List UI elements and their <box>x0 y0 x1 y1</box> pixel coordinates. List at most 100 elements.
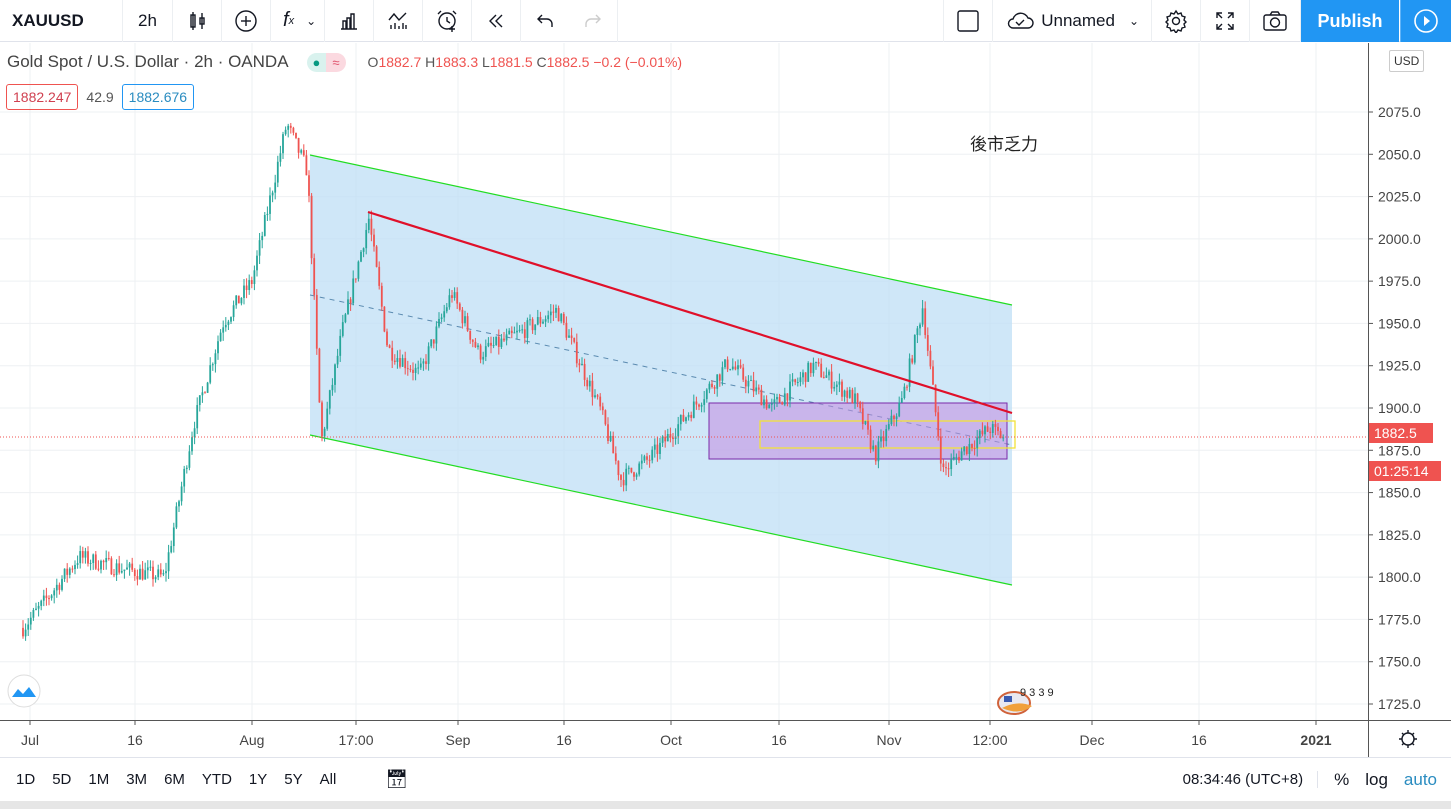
candle <box>552 311 555 313</box>
candle <box>113 574 115 576</box>
symbol-title[interactable]: Gold Spot / U.S. Dollar · 2h · OANDA <box>7 52 289 71</box>
candle <box>490 342 492 346</box>
camera-icon[interactable] <box>1250 0 1301 42</box>
market-status-badge[interactable]: ● ≈ <box>306 52 346 72</box>
range-3m[interactable]: 3M <box>126 771 148 788</box>
time-tick-label: 2021 <box>1300 732 1331 748</box>
candle <box>807 362 810 382</box>
candle <box>302 150 305 156</box>
add-compare-icon[interactable] <box>222 0 271 42</box>
goto-date-icon[interactable]: 📅︎ <box>385 769 409 789</box>
timezone-clock[interactable]: 08:34:46 (UTC+8) <box>1175 771 1319 788</box>
candle <box>159 569 162 575</box>
range-5y[interactable]: 5Y <box>284 771 303 788</box>
price-tick-label: 1800.0 <box>1378 569 1421 585</box>
range-5d[interactable]: 5D <box>52 771 72 788</box>
currency-label[interactable]: USD <box>1389 50 1425 72</box>
candle <box>776 397 778 400</box>
channel-upper-line[interactable] <box>309 154 1013 306</box>
chevron-down-icon[interactable]: ⌄ <box>298 0 326 42</box>
candle <box>898 402 901 417</box>
candle <box>536 317 539 325</box>
candle <box>861 408 864 424</box>
sell-price-button[interactable]: 1882.247 <box>6 84 79 110</box>
candle <box>573 338 576 342</box>
replay-icon[interactable] <box>472 0 522 42</box>
watermark-logo: 9 3 3 9 <box>997 687 1054 715</box>
candle <box>708 383 711 390</box>
interval-button[interactable]: 2h <box>123 0 173 42</box>
templates-icon[interactable] <box>374 0 424 42</box>
candle <box>391 347 394 361</box>
candle <box>328 390 331 409</box>
candle <box>313 258 316 295</box>
range-all[interactable]: All <box>319 771 337 788</box>
layout-square-icon[interactable] <box>943 0 994 42</box>
candle <box>261 235 264 241</box>
publish-button[interactable]: Publish <box>1301 0 1399 42</box>
candle <box>958 456 960 461</box>
range-1d[interactable]: 1D <box>16 771 36 788</box>
candle <box>284 129 287 135</box>
price-chart[interactable]: 後市乏力 9 3 3 9 2075.0 2050.0 2025.0 2000.0 197… <box>0 43 1451 757</box>
candle <box>986 426 989 432</box>
price-axis[interactable]: 2075.0 2050.0 2025.0 2000.0 1975.0 1950.0 1925… <box>1368 104 1421 712</box>
symbol-search[interactable]: XAUUSD <box>0 0 123 42</box>
auto-toggle[interactable]: auto <box>1403 769 1437 789</box>
rectangle-purple[interactable] <box>708 402 1008 460</box>
candle <box>84 551 87 558</box>
time-tick-label: 17:00 <box>338 732 373 748</box>
chart-annotation[interactable]: 後市乏力 <box>970 135 1038 154</box>
candle <box>583 363 586 380</box>
alert-icon[interactable] <box>423 0 473 42</box>
range-1y[interactable]: 1Y <box>248 771 268 788</box>
candle <box>115 563 118 576</box>
candle <box>911 358 914 363</box>
range-1m[interactable]: 1M <box>88 771 110 788</box>
candle <box>128 563 131 568</box>
candle <box>110 558 113 575</box>
range-6m[interactable]: 6M <box>164 771 185 788</box>
undo-icon[interactable] <box>521 0 569 42</box>
candle <box>880 436 882 442</box>
candle <box>1002 437 1005 439</box>
candle <box>271 192 274 196</box>
candle <box>594 395 596 398</box>
tradingview-logo-icon[interactable] <box>7 674 41 708</box>
candle <box>178 501 180 507</box>
candle <box>118 563 121 573</box>
candle <box>716 374 719 389</box>
candle <box>282 134 284 154</box>
fullscreen-icon[interactable] <box>1201 0 1250 42</box>
candle <box>705 389 708 400</box>
redo-icon[interactable] <box>569 0 619 42</box>
time-axis[interactable]: Jul 16 Aug 17:00 Sep 16 Oct 16 Nov 12:00 Dec 16 2021 <box>21 720 1332 748</box>
channel-lower-line[interactable] <box>309 434 1013 586</box>
candle <box>352 278 355 303</box>
time-tick-label: 16 <box>1191 732 1207 748</box>
log-toggle[interactable]: log <box>1365 769 1388 789</box>
rectangle-yellow[interactable] <box>759 420 1016 449</box>
parallel-channel-fill <box>310 155 1012 585</box>
buy-price-button[interactable]: 1882.676 <box>121 84 195 110</box>
price-tick-label: 1775.0 <box>1378 611 1421 627</box>
trendline-red[interactable] <box>367 210 1013 415</box>
candle <box>695 401 698 405</box>
gear-icon[interactable] <box>1152 0 1201 42</box>
axis-settings-icon[interactable] <box>1399 730 1417 748</box>
candles-icon[interactable] <box>173 0 222 42</box>
candle <box>32 609 35 618</box>
candle <box>726 359 729 370</box>
financials-icon[interactable] <box>325 0 375 42</box>
candle <box>997 426 999 431</box>
candle <box>365 229 368 249</box>
market-open-dot-icon: ● <box>306 52 327 72</box>
play-icon[interactable] <box>1400 0 1451 42</box>
candle <box>659 442 661 454</box>
candle <box>599 396 602 407</box>
percent-toggle[interactable]: % <box>1334 769 1350 789</box>
candle <box>445 307 448 312</box>
range-ytd[interactable]: YTD <box>201 771 232 788</box>
layout-name-button[interactable]: Unnamed ⌄ <box>993 0 1152 42</box>
